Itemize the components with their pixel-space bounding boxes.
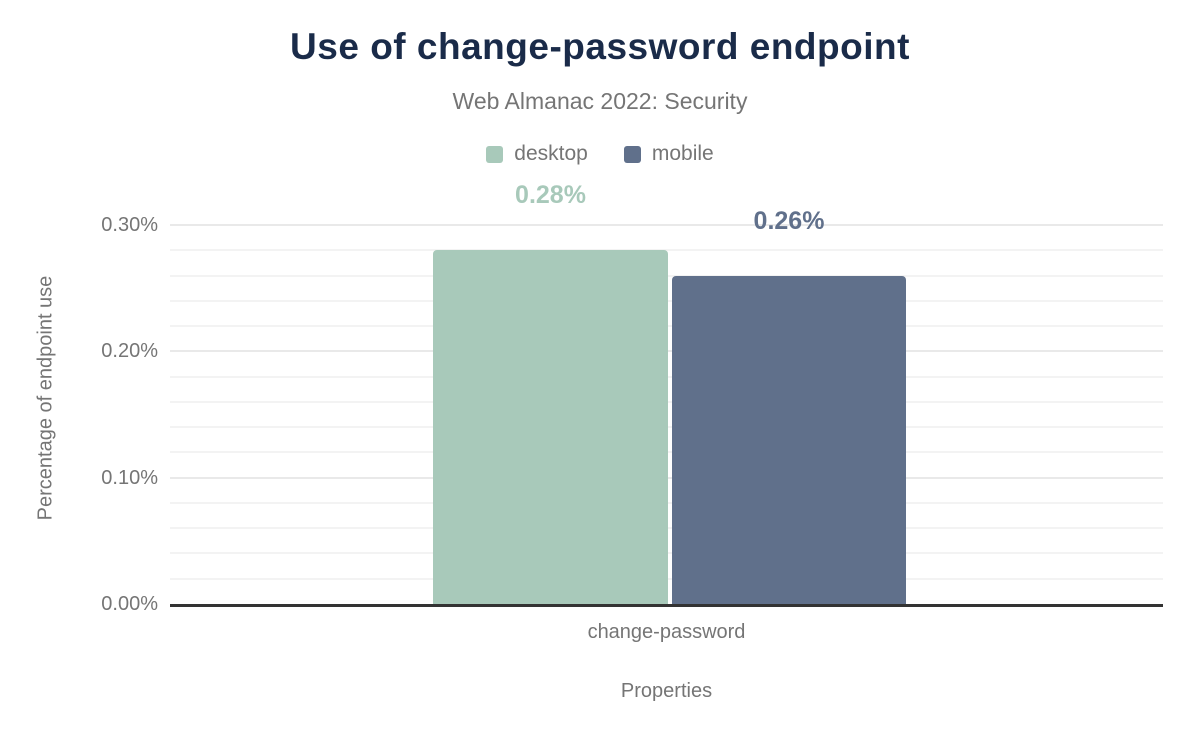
legend: desktop mobile	[0, 142, 1200, 166]
legend-swatch-desktop-icon	[486, 145, 504, 163]
legend-item-mobile[interactable]: mobile	[623, 142, 714, 166]
bar-value-label-mobile: 0.26%	[753, 206, 825, 235]
y-tick-label: 0.30%	[101, 214, 158, 236]
legend-label-mobile: mobile	[651, 142, 714, 165]
gridline-major	[170, 224, 1163, 226]
legend-label-desktop: desktop	[514, 142, 588, 165]
bar-value-label-desktop: 0.28%	[515, 181, 586, 210]
x-category-label: change-password	[587, 621, 746, 643]
chart-title: Use of change-password endpoint	[290, 26, 910, 67]
x-axis-line	[170, 604, 1163, 607]
y-tick-label: 0.20%	[101, 340, 158, 363]
chart-subtitle: Web Almanac 2022: Security	[452, 88, 748, 114]
bar-mobile[interactable]	[672, 275, 906, 604]
plot-area: 0.28% 0.26%	[170, 181, 1163, 607]
x-axis-title: Properties	[620, 680, 713, 702]
legend-swatch-mobile-icon	[623, 145, 641, 163]
legend-item-desktop[interactable]: desktop	[486, 142, 588, 166]
y-tick-label: 0.00%	[101, 593, 158, 615]
y-axis-tick-labels: 0.00% 0.10% 0.20% 0.30%	[0, 190, 158, 615]
y-tick-label: 0.10%	[101, 466, 158, 489]
bar-desktop[interactable]	[433, 250, 668, 604]
